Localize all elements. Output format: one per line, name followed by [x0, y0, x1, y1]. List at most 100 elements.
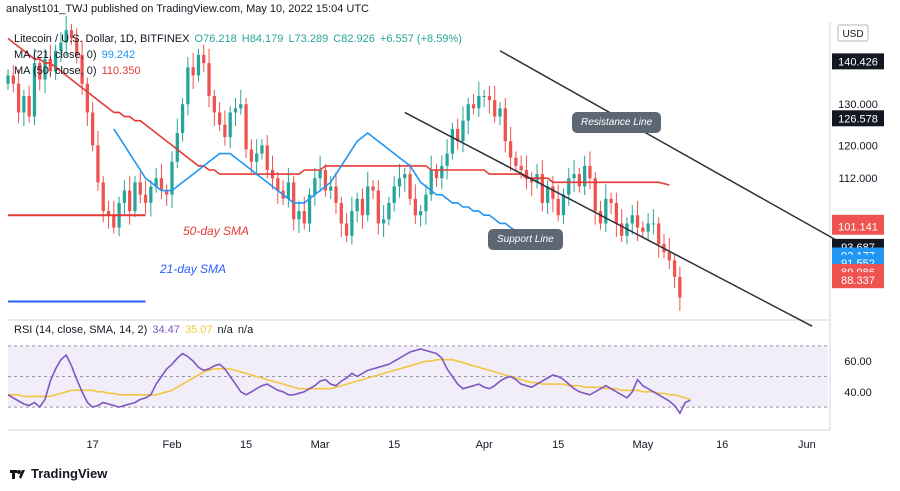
- candle-body: [112, 215, 116, 228]
- candle-body: [440, 165, 444, 179]
- candle-body: [503, 108, 507, 142]
- candle-body: [75, 38, 79, 55]
- candle-body: [630, 215, 634, 224]
- candle-body: [170, 161, 174, 195]
- rsi-tick-label: 60.00: [844, 356, 872, 368]
- candle-body: [487, 96, 492, 101]
- rsi-value: 34.47: [152, 324, 180, 336]
- time-tick-label: Apr: [476, 439, 493, 451]
- time-tick-label: May: [632, 439, 653, 451]
- time-tick-label: 15: [388, 439, 400, 451]
- candle-body: [561, 194, 566, 216]
- support-line-callout[interactable]: Support Line: [488, 229, 563, 250]
- candle-body: [657, 223, 661, 244]
- candle-body: [212, 96, 216, 113]
- candle-body: [514, 157, 518, 166]
- candle-body: [32, 63, 37, 117]
- candle-body: [567, 178, 571, 195]
- candle-body: [233, 108, 238, 113]
- candle-body: [424, 194, 428, 212]
- candle-body: [191, 67, 195, 76]
- candle-body: [128, 190, 132, 212]
- candle-body: [456, 128, 460, 142]
- price-tick-label: 112.000: [839, 173, 878, 185]
- candle-body: [524, 170, 529, 179]
- price-tick-label: 88.337: [841, 275, 875, 287]
- ma21-label: MA (21, close, 0): [14, 49, 97, 61]
- candle-body: [678, 276, 682, 298]
- candle-body: [202, 54, 206, 64]
- candle-body: [159, 178, 164, 191]
- candle-body: [551, 186, 555, 199]
- candle-body: [85, 83, 89, 113]
- candle-body: [6, 75, 10, 84]
- footer-brand[interactable]: TradingView: [10, 466, 107, 481]
- candle-body: [323, 170, 328, 191]
- rsi-line: [7, 348, 691, 415]
- candle-body: [64, 30, 68, 43]
- candle-body: [265, 145, 269, 170]
- candle-body: [239, 104, 243, 109]
- candle-body: [53, 50, 58, 72]
- candle-body: [307, 194, 312, 224]
- ma21-legend[interactable]: MA (21, close, 0) 99.242: [14, 49, 135, 61]
- time-tick-label: Mar: [311, 439, 330, 451]
- candle-body: [366, 186, 370, 216]
- candle-body: [572, 174, 576, 179]
- price-tick-badge: [832, 272, 884, 289]
- candle-body: [376, 190, 380, 224]
- symbol-name[interactable]: Litecoin / U.S. Dollar, 1D, BITFINEX: [14, 33, 190, 45]
- candle-body: [297, 211, 301, 220]
- candle-body: [540, 174, 544, 203]
- candle-body: [604, 198, 608, 224]
- candle-body: [122, 190, 127, 203]
- price-tick-label: 126.578: [838, 113, 878, 125]
- resistance-line-callout[interactable]: Resistance Line: [572, 112, 662, 133]
- candle-body: [329, 186, 333, 191]
- candle-body: [667, 252, 671, 261]
- candle-body: [106, 211, 111, 216]
- candle-body: [583, 165, 587, 187]
- candle-body: [175, 133, 179, 162]
- candle-body: [482, 96, 486, 97]
- candle-body: [392, 186, 396, 203]
- candle-body: [334, 186, 338, 203]
- candle-body: [508, 141, 513, 158]
- candle-body: [260, 145, 264, 154]
- candle-body: [350, 211, 354, 236]
- support-line: [404, 111, 813, 327]
- rsi-na-2: n/a: [237, 324, 254, 336]
- high-value: H84.179: [241, 33, 284, 45]
- price-tick: 112.000: [839, 173, 878, 185]
- candle-body: [598, 211, 603, 224]
- candle-body: [318, 170, 322, 179]
- rsi-sma-line: [8, 358, 691, 401]
- candle-body: [593, 178, 597, 212]
- rsi-na-1: n/a: [217, 324, 233, 336]
- price-tick-badge: [832, 110, 884, 127]
- candle-body: [180, 104, 185, 133]
- candle-body: [101, 182, 105, 212]
- candle-body: [387, 202, 391, 220]
- candle-body: [22, 96, 26, 113]
- candle-body: [471, 104, 476, 109]
- symbol-legend: Litecoin / U.S. Dollar, 1D, BITFINEX O76…: [14, 33, 462, 45]
- price-tick: 126.578: [832, 110, 884, 127]
- currency-label: USD: [842, 29, 863, 40]
- candle-body: [450, 128, 455, 154]
- candle-body: [408, 174, 412, 199]
- candle-body: [286, 182, 291, 199]
- candle-body: [292, 182, 296, 220]
- ma50-legend[interactable]: MA (50, close, 0) 110.350: [14, 65, 141, 77]
- candle-body: [154, 178, 158, 187]
- candle-body: [91, 112, 95, 146]
- candle-body: [43, 59, 47, 80]
- candle-body: [614, 202, 619, 224]
- candle-body: [429, 170, 433, 195]
- currency-badge-box: [837, 24, 869, 42]
- rsi-tick-label: 40.00: [844, 387, 872, 399]
- price-tick: 140.426: [832, 53, 884, 70]
- rsi-legend[interactable]: RSI (14, close, SMA, 14, 2) 34.47 35.07 …: [14, 324, 253, 336]
- candle-body: [371, 186, 375, 191]
